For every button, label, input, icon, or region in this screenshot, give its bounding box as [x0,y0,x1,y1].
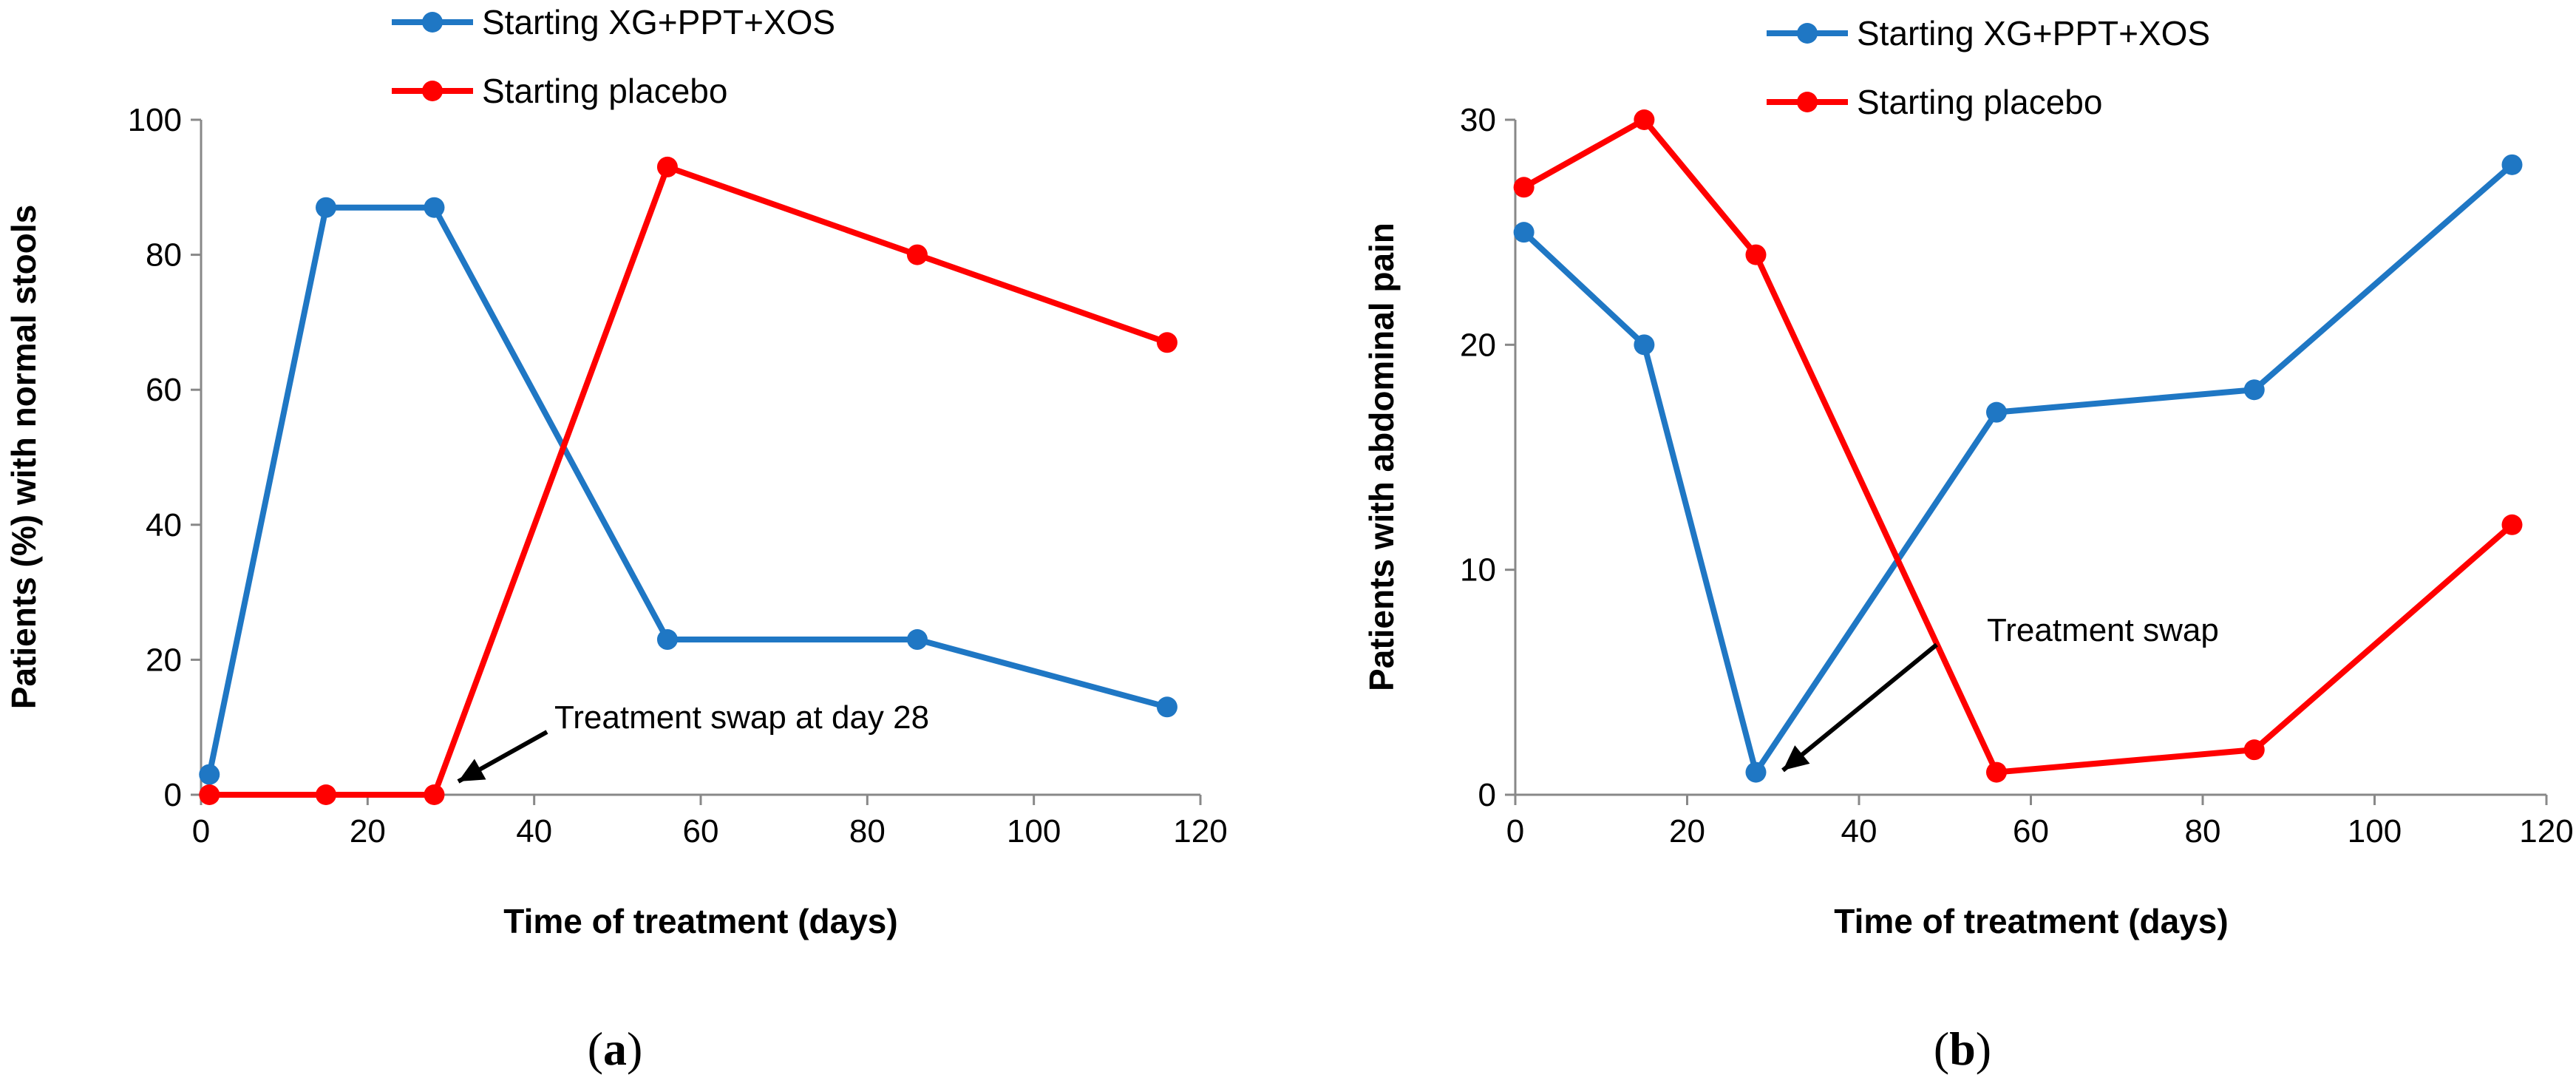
legend-marker [422,81,443,101]
annotation-arrow-shaft [1781,642,1938,773]
y-tick-label: 10 [1460,552,1496,588]
x-axis-title: Time of treatment (days) [1834,902,2228,940]
panel-label: (a) [588,1022,643,1075]
y-tick-label: 40 [146,507,182,543]
series-line [1521,162,2515,776]
x-tick-label: 80 [849,813,886,849]
x-tick-label: 100 [2348,813,2402,849]
data-point [656,629,678,651]
data-point [1986,761,2007,783]
x-tick-label: 40 [1841,813,1877,849]
series-line [206,204,1168,776]
x-tick-label: 120 [1173,813,1227,849]
y-tick-label: 30 [1460,102,1496,138]
y-tick-label: 0 [164,777,182,813]
y-tick-label: 0 [1478,777,1496,813]
series-line [209,163,1169,798]
x-tick-label: 80 [2185,813,2221,849]
y-axis-title: Patients with abdominal pain [1362,223,1401,691]
legend-label: Starting XG+PPT+XOS [482,3,835,41]
y-tick-label: 60 [146,372,182,408]
y-tick-label: 20 [1460,327,1496,363]
panel-label: (b) [1934,1022,1991,1075]
data-point [2501,514,2523,535]
data-point [656,156,678,177]
data-point [199,784,220,805]
data-point [1634,109,1655,130]
panel-a: 0 20 40 60 80 100 0 20 40 60 80 100 120 Time of treat… [4,3,1228,1075]
data-point [2243,739,2265,761]
data-point [199,764,220,785]
x-tick-label: 20 [350,813,386,849]
data-point [1745,244,1767,265]
legend-marker [422,12,443,33]
annotation-arrow-head [1783,745,1810,770]
series-placebo [1513,109,2523,783]
legend-label: Starting XG+PPT+XOS [1857,14,2210,52]
data-point [2501,154,2523,175]
data-point [424,197,445,218]
series-placebo [199,156,1177,805]
y-tick-label: 80 [146,237,182,274]
series-line [1522,117,2515,776]
x-axis-title: Time of treatment (days) [503,902,897,940]
x-tick-label: 60 [2013,813,2049,849]
panel-b: 0 10 20 30 0 20 40 60 80 100 120 Time of treatment … [1362,14,2574,1075]
x-tick-label: 0 [1506,813,1524,849]
x-tick-label: 100 [1007,813,1061,849]
legend-label: Starting placebo [1857,83,2102,121]
annotation-text: Treatment swap [1987,612,2219,648]
legend-marker [1797,92,1818,112]
x-tick-label: 20 [1669,813,1705,849]
series-xg-ppt-xos [1513,154,2523,783]
data-point [906,629,928,651]
data-point [316,784,336,805]
y-axis-title: Patients (%) with normal stools [4,205,43,709]
legend-marker [1797,23,1818,44]
data-point [1745,761,1767,783]
data-point [1513,222,1535,243]
data-point [1156,696,1177,718]
annotation-arrow-head [458,759,486,781]
x-tick-label: 60 [683,813,719,849]
x-tick-label: 40 [516,813,552,849]
data-point [316,197,336,218]
y-tick-label: 20 [146,642,182,678]
data-point [1513,177,1535,198]
series-xg-ppt-xos [199,197,1177,785]
data-point [1634,334,1655,356]
data-point [2243,379,2265,401]
x-tick-label: 120 [2519,813,2573,849]
x-tick-label: 0 [192,813,210,849]
annotation-text: Treatment swap at day 28 [554,699,929,736]
data-point [906,244,928,265]
legend-label: Starting placebo [482,72,727,110]
data-point [1986,401,2007,423]
data-point [1156,332,1177,353]
data-point [424,784,445,805]
y-tick-label: 100 [128,102,182,138]
